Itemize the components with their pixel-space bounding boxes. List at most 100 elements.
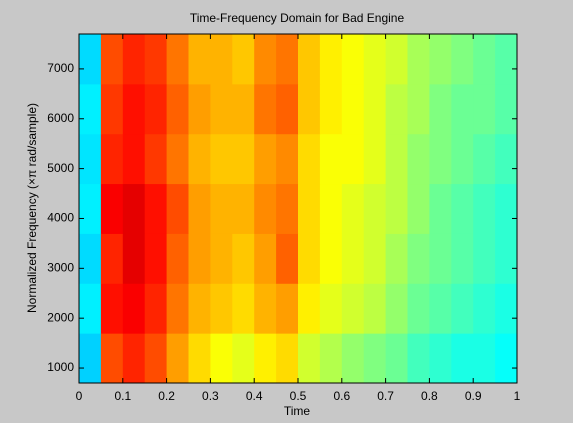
heatmap-cell xyxy=(122,133,146,185)
heatmap-cell xyxy=(79,34,102,85)
heatmap-cell xyxy=(429,133,452,185)
heatmap-cell xyxy=(166,183,189,234)
heatmap-cell xyxy=(276,333,299,384)
heatmap-cell xyxy=(473,83,496,135)
heatmap-cell xyxy=(276,133,299,185)
heatmap-cell xyxy=(495,183,518,234)
heatmap-cell xyxy=(473,283,496,334)
heatmap-cell xyxy=(254,133,277,185)
heatmap-cell xyxy=(79,233,102,284)
heatmap-cell xyxy=(79,283,102,334)
heatmap-cell xyxy=(188,83,211,135)
heatmap-cell xyxy=(298,34,321,85)
heatmap-cell xyxy=(276,83,299,135)
heatmap-cell xyxy=(495,333,518,384)
x-tick-label: 0 xyxy=(76,389,83,403)
heatmap-cell xyxy=(407,83,430,135)
heatmap-cell xyxy=(298,233,321,284)
heatmap-cell xyxy=(79,333,102,384)
heatmap-cell xyxy=(363,233,387,284)
heatmap-cell xyxy=(407,233,430,284)
heatmap-cell xyxy=(451,183,474,234)
heatmap-cell xyxy=(495,283,518,334)
heatmap-cell xyxy=(144,34,168,85)
heatmap-cell xyxy=(363,283,387,334)
x-tick-label: 0.5 xyxy=(290,389,307,403)
heatmap-cell xyxy=(407,183,430,234)
y-tick-label: 5000 xyxy=(47,161,74,175)
heatmap-cell xyxy=(429,83,452,135)
x-tick-label: 0.3 xyxy=(202,389,219,403)
x-tick-label: 0.9 xyxy=(465,389,482,403)
heatmap-cell xyxy=(232,133,255,185)
heatmap-cell xyxy=(144,333,168,384)
x-tick-label: 0.6 xyxy=(333,389,350,403)
heatmap-cell xyxy=(451,333,474,384)
heatmap-cell xyxy=(363,133,387,185)
heatmap-cell xyxy=(451,133,474,185)
heatmap-cell xyxy=(188,233,211,284)
x-tick-label: 0.1 xyxy=(114,389,131,403)
heatmap-cell xyxy=(473,34,496,85)
heatmap-cell xyxy=(276,183,299,234)
heatmap-cell xyxy=(385,333,408,384)
heatmap-cell xyxy=(79,133,102,185)
heatmap-cell xyxy=(188,283,211,334)
y-tick-label: 6000 xyxy=(47,111,74,125)
y-axis-label: Normalized Frequency (×π rad/sample) xyxy=(25,103,39,313)
heatmap-cell xyxy=(122,83,146,135)
heatmap-cell xyxy=(341,83,365,135)
heatmap-cell xyxy=(429,233,452,284)
heatmap-cell xyxy=(100,233,124,284)
heatmap-cell xyxy=(451,283,474,334)
heatmap-cell xyxy=(144,283,168,334)
heatmap-cell xyxy=(473,183,496,234)
heatmap-cell xyxy=(363,34,387,85)
heatmap-cell xyxy=(429,283,452,334)
heatmap-cell xyxy=(144,133,168,185)
heatmap-cell xyxy=(319,283,343,334)
heatmap-cell xyxy=(341,183,365,234)
heatmap-cell xyxy=(473,233,496,284)
y-tick-label: 3000 xyxy=(47,261,74,275)
heatmap-cell xyxy=(122,183,146,234)
heatmap-cell xyxy=(407,333,430,384)
heatmap-cell xyxy=(341,283,365,334)
heatmap-cell xyxy=(254,83,277,135)
heatmap-cell xyxy=(319,133,343,185)
heatmap-cell xyxy=(363,83,387,135)
heatmap-cell xyxy=(166,83,189,135)
heatmap-cell xyxy=(254,333,277,384)
heatmap xyxy=(79,34,518,384)
heatmap-cell xyxy=(495,133,518,185)
heatmap-cell xyxy=(341,34,365,85)
heatmap-cell xyxy=(232,283,255,334)
x-tick-label: 1 xyxy=(514,389,521,403)
heatmap-cell xyxy=(385,183,408,234)
y-tick-label: 4000 xyxy=(47,211,74,225)
heatmap-cell xyxy=(429,333,452,384)
heatmap-cell xyxy=(254,34,277,85)
heatmap-cell xyxy=(122,233,146,284)
x-tick-label: 0.4 xyxy=(246,389,263,403)
heatmap-cell xyxy=(100,183,124,234)
heatmap-cell xyxy=(319,83,343,135)
heatmap-cell xyxy=(166,34,189,85)
heatmap-cell xyxy=(319,183,343,234)
heatmap-cell xyxy=(319,333,343,384)
heatmap-cell xyxy=(254,233,277,284)
heatmap-cell xyxy=(341,133,365,185)
heatmap-cell xyxy=(407,283,430,334)
x-tick-label: 0.8 xyxy=(421,389,438,403)
heatmap-cell xyxy=(100,133,124,185)
heatmap-cell xyxy=(254,283,277,334)
heatmap-cell xyxy=(210,333,233,384)
heatmap-cell xyxy=(232,83,255,135)
heatmap-cell xyxy=(100,283,124,334)
heatmap-cell xyxy=(254,183,277,234)
heatmap-cell xyxy=(166,233,189,284)
heatmap-cell xyxy=(100,83,124,135)
heatmap-cell xyxy=(451,83,474,135)
heatmap-cell xyxy=(451,34,474,85)
